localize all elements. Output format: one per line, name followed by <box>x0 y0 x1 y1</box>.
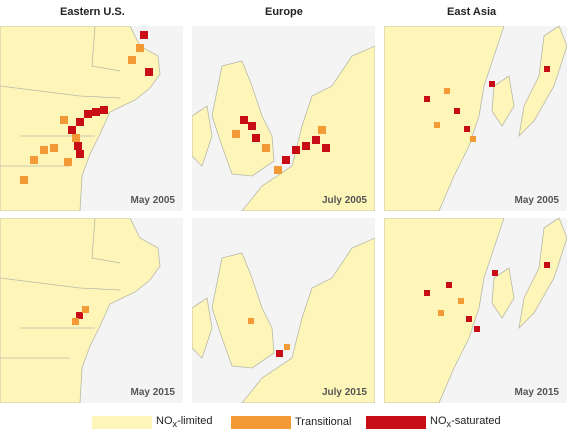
map-europe-2005: July 2005 <box>192 26 375 211</box>
swatch-limited <box>92 415 152 429</box>
date-label: July 2015 <box>321 387 367 398</box>
legend-label-limited: NOx-limited <box>156 414 213 430</box>
map-eastern-us-2015: May 2015 <box>0 218 183 403</box>
swatch-saturated <box>366 415 426 429</box>
date-label: May 2015 <box>514 387 559 398</box>
column-title-eastern-us: Eastern U.S. <box>60 6 125 18</box>
legend-label-saturated: NOx-saturated <box>430 414 501 430</box>
legend-item-transitional: Transitional <box>231 412 351 432</box>
map-eastern-us-2005: May 2005 <box>0 26 183 211</box>
date-label: May 2005 <box>130 195 175 206</box>
swatch-transitional <box>231 415 291 429</box>
date-label: May 2005 <box>514 195 559 206</box>
column-title-east-asia: East Asia <box>447 6 497 18</box>
map-east-asia-2005: May 2005 <box>384 26 567 211</box>
date-label: May 2015 <box>130 387 175 398</box>
map-east-asia-2015: May 2015 <box>384 218 567 403</box>
legend-item-saturated: NOx-saturated <box>366 412 501 432</box>
column-title-europe: Europe <box>265 6 303 18</box>
map-europe-2015: July 2015 <box>192 218 375 403</box>
legend: NOx-limited Transitional NOx-saturated <box>0 412 569 432</box>
legend-item-limited: NOx-limited <box>92 412 213 432</box>
legend-label-transitional: Transitional <box>295 416 352 428</box>
date-label: July 2005 <box>321 195 367 206</box>
